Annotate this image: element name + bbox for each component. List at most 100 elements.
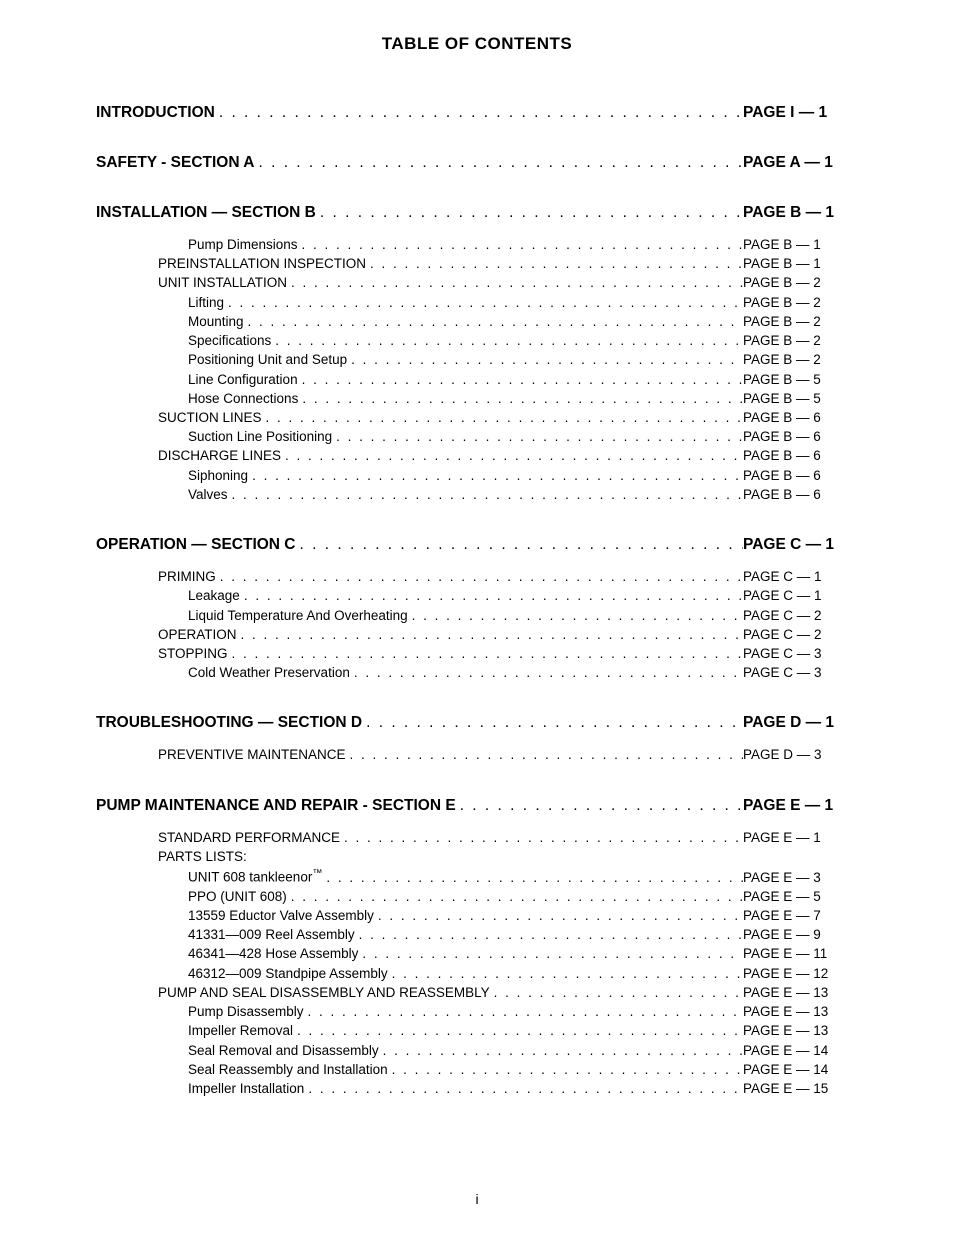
toc-entry-page: PAGE B — 6	[743, 447, 858, 465]
toc-section-label: OPERATION — SECTION C	[96, 536, 296, 554]
toc-entry-page: PAGE D — 3	[743, 746, 858, 764]
toc-section-page: PAGE C — 1	[743, 536, 858, 554]
toc-section-label: INTRODUCTION	[96, 104, 215, 122]
toc-leader: . . . . . . . . . . . . . . . . . . . . …	[296, 536, 743, 554]
toc-leader: . . . . . . . . . . . . . . . . . . . . …	[355, 926, 743, 944]
toc-entry-label: 46341—428 Hose Assembly	[96, 945, 358, 963]
toc-entry-page: PAGE E — 15	[743, 1080, 858, 1098]
toc-entry-label: PRIMING	[96, 568, 216, 586]
toc-entry: Pump Disassembly . . . . . . . . . . . .…	[96, 1003, 858, 1021]
toc-entry-page: PAGE E — 13	[743, 1022, 858, 1040]
toc-entry: Pump Dimensions . . . . . . . . . . . . …	[96, 236, 858, 254]
toc-entry-page: PAGE E — 11	[743, 945, 858, 963]
toc-entry-page: PAGE C — 3	[743, 645, 858, 663]
toc-leader: . . . . . . . . . . . . . . . . . . . . …	[298, 236, 743, 254]
toc-section: TROUBLESHOOTING — SECTION D . . . . . . …	[96, 714, 858, 732]
toc-leader: . . . . . . . . . . . . . . . . . . . . …	[228, 486, 743, 504]
toc-entry: Impeller Installation . . . . . . . . . …	[96, 1080, 858, 1098]
toc-entry-label: Specifications	[96, 332, 271, 350]
table-of-contents: INTRODUCTION . . . . . . . . . . . . . .…	[96, 104, 858, 1098]
toc-leader: . . . . . . . . . . . . . . . . . . . . …	[456, 797, 743, 815]
toc-entry-label: Pump Disassembly	[96, 1003, 304, 1021]
toc-entry-page: PAGE E — 5	[743, 888, 858, 906]
toc-entry: Lifting . . . . . . . . . . . . . . . . …	[96, 294, 858, 312]
toc-entry-label: UNIT 608 tankleenor™	[96, 867, 322, 887]
toc-entry: Siphoning . . . . . . . . . . . . . . . …	[96, 467, 858, 485]
page-number: i	[0, 1191, 954, 1207]
toc-entry-group: Pump Dimensions . . . . . . . . . . . . …	[96, 236, 858, 504]
toc-entry: Liquid Temperature And Overheating . . .…	[96, 607, 858, 625]
toc-entry-label: STOPPING	[96, 645, 228, 663]
toc-entry-page: PAGE E — 14	[743, 1061, 858, 1079]
toc-leader: . . . . . . . . . . . . . . . . . . . . …	[287, 274, 743, 292]
toc-entry-page: PAGE E — 7	[743, 907, 858, 925]
toc-section-page: PAGE A — 1	[743, 154, 858, 172]
toc-section-page: PAGE B — 1	[743, 204, 858, 222]
toc-entry-label: Line Configuration	[96, 371, 298, 389]
toc-entry-page: PAGE B — 2	[743, 313, 858, 331]
toc-entry-label: Liquid Temperature And Overheating	[96, 607, 408, 625]
toc-entry-page: PAGE B — 6	[743, 409, 858, 427]
toc-section: OPERATION — SECTION C . . . . . . . . . …	[96, 536, 858, 554]
toc-leader: . . . . . . . . . . . . . . . . . . . . …	[332, 428, 743, 446]
toc-leader: . . . . . . . . . . . . . . . . . . . . …	[304, 1080, 743, 1098]
toc-leader: . . . . . . . . . . . . . . . . . . . . …	[316, 204, 743, 222]
toc-entry-label: PPO (UNIT 608)	[96, 888, 287, 906]
toc-entry-page: PAGE B — 6	[743, 428, 858, 446]
toc-entry: OPERATION . . . . . . . . . . . . . . . …	[96, 626, 858, 644]
toc-leader: . . . . . . . . . . . . . . . . . . . . …	[244, 313, 743, 331]
toc-entry: Seal Reassembly and Installation . . . .…	[96, 1061, 858, 1079]
toc-entry-page: PAGE E — 1	[743, 829, 858, 847]
toc-entry: Line Configuration . . . . . . . . . . .…	[96, 371, 858, 389]
toc-leader: . . . . . . . . . . . . . . . . . . . . …	[490, 984, 743, 1002]
toc-entry-label: SUCTION LINES	[96, 409, 262, 427]
toc-entry-page: PAGE B — 5	[743, 371, 858, 389]
toc-leader: . . . . . . . . . . . . . . . . . . . . …	[237, 626, 743, 644]
toc-section-label: TROUBLESHOOTING — SECTION D	[96, 714, 362, 732]
toc-entry-page: PAGE E — 13	[743, 984, 858, 1002]
toc-entry-label: Hose Connections	[96, 390, 298, 408]
toc-entry: PREINSTALLATION INSPECTION . . . . . . .…	[96, 255, 858, 273]
toc-entry: Leakage . . . . . . . . . . . . . . . . …	[96, 587, 858, 605]
toc-entry-page: PAGE B — 1	[743, 255, 858, 273]
toc-leader: . . . . . . . . . . . . . . . . . . . . …	[224, 294, 743, 312]
toc-entry: 41331—009 Reel Assembly . . . . . . . . …	[96, 926, 858, 944]
toc-section-page: PAGE D — 1	[743, 714, 858, 732]
toc-leader: . . . . . . . . . . . . . . . . . . . . …	[366, 255, 743, 273]
toc-entry: Mounting . . . . . . . . . . . . . . . .…	[96, 313, 858, 331]
toc-entry-page: PAGE C — 2	[743, 626, 858, 644]
toc-leader: . . . . . . . . . . . . . . . . . . . . …	[388, 1061, 743, 1079]
toc-entry-label: Seal Removal and Disassembly	[96, 1042, 379, 1060]
toc-entry-group: PREVENTIVE MAINTENANCE . . . . . . . . .…	[96, 746, 858, 764]
toc-entry-label: DISCHARGE LINES	[96, 447, 281, 465]
toc-entry: STANDARD PERFORMANCE . . . . . . . . . .…	[96, 829, 858, 847]
page-title: TABLE OF CONTENTS	[96, 34, 858, 54]
toc-leader: . . . . . . . . . . . . . . . . . . . . …	[322, 869, 743, 887]
toc-entry: UNIT INSTALLATION . . . . . . . . . . . …	[96, 274, 858, 292]
toc-entry-page: PAGE B — 6	[743, 486, 858, 504]
toc-entry-label: Lifting	[96, 294, 224, 312]
toc-entry-label: 13559 Eductor Valve Assembly	[96, 907, 374, 925]
toc-entry-label: 46312—009 Standpipe Assembly	[96, 965, 388, 983]
toc-section: INTRODUCTION . . . . . . . . . . . . . .…	[96, 104, 858, 122]
toc-entry-label: PUMP AND SEAL DISASSEMBLY AND REASSEMBLY	[96, 984, 490, 1002]
toc-entry-page: PAGE B — 2	[743, 294, 858, 312]
toc-entry-page: PAGE B — 2	[743, 332, 858, 350]
toc-section-label: SAFETY - SECTION A	[96, 154, 254, 172]
toc-entry-label: Positioning Unit and Setup	[96, 351, 347, 369]
toc-leader: . . . . . . . . . . . . . . . . . . . . …	[350, 664, 743, 682]
toc-section: SAFETY - SECTION A . . . . . . . . . . .…	[96, 154, 858, 172]
toc-leader: . . . . . . . . . . . . . . . . . . . . …	[379, 1042, 743, 1060]
toc-entry: Suction Line Positioning . . . . . . . .…	[96, 428, 858, 446]
toc-entry-label: Cold Weather Preservation	[96, 664, 350, 682]
toc-leader: . . . . . . . . . . . . . . . . . . . . …	[216, 568, 743, 586]
toc-leader: . . . . . . . . . . . . . . . . . . . . …	[298, 371, 743, 389]
toc-entry-label: Impeller Installation	[96, 1080, 304, 1098]
toc-entry: Specifications . . . . . . . . . . . . .…	[96, 332, 858, 350]
toc-entry-label: 41331—009 Reel Assembly	[96, 926, 355, 944]
toc-entry-label: Impeller Removal	[96, 1022, 293, 1040]
toc-entry: DISCHARGE LINES . . . . . . . . . . . . …	[96, 447, 858, 465]
toc-leader: . . . . . . . . . . . . . . . . . . . . …	[281, 447, 743, 465]
toc-section-page: PAGE I — 1	[743, 104, 858, 122]
toc-entry: UNIT 608 tankleenor™ . . . . . . . . . .…	[96, 867, 858, 887]
